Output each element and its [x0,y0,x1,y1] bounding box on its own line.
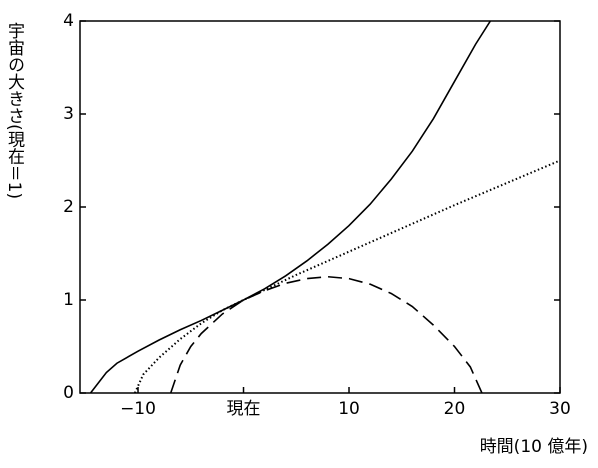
y-tick-label: 2 [63,197,74,217]
series-line [133,159,560,393]
x-tick-label: 10 [338,399,360,419]
y-tick-label: 4 [63,11,74,31]
plot-frame [79,20,561,394]
x-axis-label: 時間(10 億年) [480,437,588,457]
x-tick-label: 現在 [227,399,261,419]
x-tick-label: −10 [120,399,156,419]
y-tick-label: 3 [63,104,74,124]
x-tick-label: 30 [549,399,571,419]
y-axis-label: 宇宙の大きさ(現在＝1) [4,22,25,199]
y-tick-label: 1 [63,290,74,310]
y-tick-label: 0 [63,383,74,403]
x-tick-label: 20 [444,399,466,419]
series-line [169,275,483,393]
series-line [89,21,492,393]
